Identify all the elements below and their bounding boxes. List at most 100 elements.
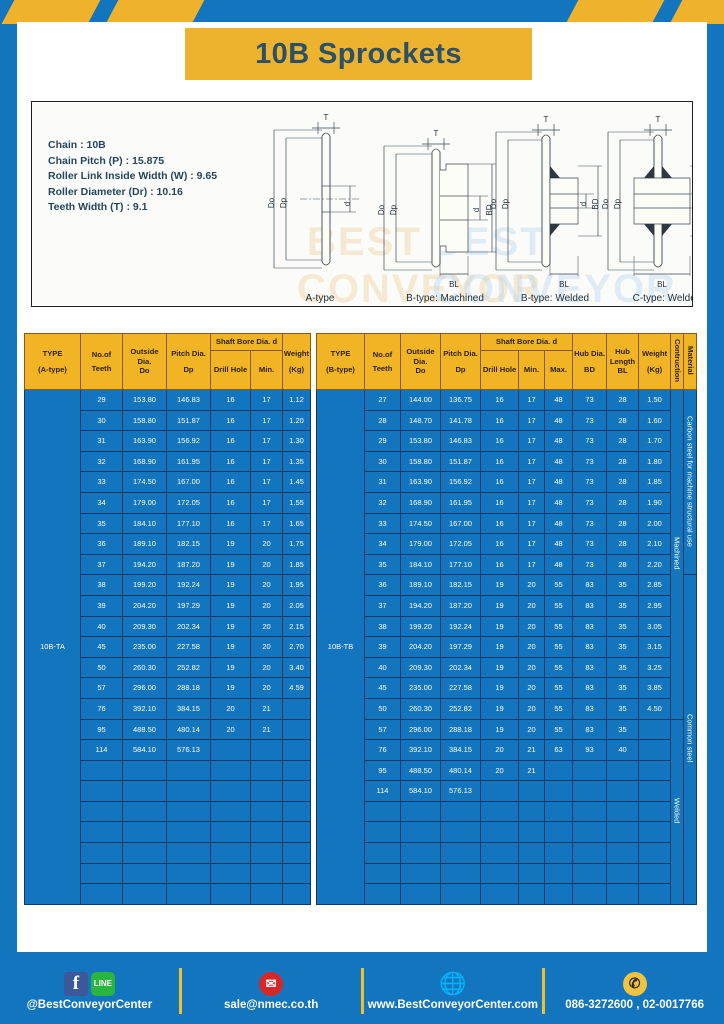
table-cell — [166, 842, 211, 864]
table-cell: 2.05 — [282, 594, 311, 617]
table-b-body: 10B-TB 27 144.00 136.75 16 17 48 73 28 1.50 Machin… — [316, 388, 698, 905]
th-b-type: TYPE (B-type) — [316, 333, 365, 390]
spec-teeth-width: Teeth Width (T) : 9.1 — [48, 201, 148, 213]
table-cell: 28 — [606, 430, 640, 452]
table-cell: 288.18 — [440, 718, 481, 741]
table-cell — [400, 883, 441, 905]
phone-icon[interactable]: ✆ — [622, 971, 647, 996]
table-cell: 55 — [543, 636, 574, 658]
spec-chain: Chain : 10B — [48, 139, 106, 151]
drawing-b-type-welded: Do Dp d BD T BL B-type: Welded — [489, 115, 620, 304]
table-cell: 83 — [572, 574, 608, 596]
table-cell: 20 — [480, 759, 519, 782]
spec-chain-pitch: Chain Pitch (P) : 15.875 — [48, 154, 165, 167]
table-cell: 55 — [543, 677, 574, 699]
table-cell: 37 — [80, 553, 123, 576]
table-cell — [364, 862, 401, 885]
facebook-icon[interactable]: f — [63, 971, 88, 996]
footer-divider-1 — [178, 968, 182, 1014]
drawing-b-machined-caption: B-type: Machined — [406, 293, 484, 304]
table-cell — [543, 883, 574, 905]
globe-icon[interactable]: 🌐 — [439, 970, 467, 996]
th-b-outside-dia: Outside Dia. Do — [400, 333, 441, 390]
website-url[interactable]: www.BestConveyorCenter.com — [367, 998, 538, 1011]
table-row: 35 184.10 177.10 16 17 1.65 — [25, 512, 311, 535]
table-cell: 30 — [364, 450, 401, 473]
table-cell: 151.87 — [166, 409, 211, 432]
table-cell: 83 — [572, 656, 608, 679]
stripe-3 — [564, 0, 666, 24]
phone-number[interactable]: 086-3272600 , 02-0017766 — [565, 998, 704, 1011]
table-cell — [638, 821, 672, 844]
line-icon[interactable]: LINE — [90, 971, 115, 996]
th-b-bore-group: Shaft Bore Dia. d — [479, 333, 574, 351]
table-cell — [480, 883, 519, 905]
table-cell — [638, 800, 672, 823]
table-row: 29 153.80 146.83 16 17 48 73 28 1.70 — [317, 430, 697, 452]
footer-phone[interactable]: ✆ 086-3272600 , 02-0017766 — [545, 971, 724, 1011]
th-b-weight: Weight (Kg) — [638, 333, 672, 390]
table-cell: 35 — [364, 553, 401, 576]
svg-text:Do: Do — [602, 198, 610, 209]
table-cell: 2.15 — [282, 615, 311, 638]
table-row: 31 163.90 156.92 16 17 1.30 — [25, 430, 311, 452]
table-cell: 235.00 — [122, 636, 167, 658]
table-cell: 19 — [210, 594, 251, 617]
table-cell: 4.50 — [638, 697, 672, 720]
footer-social[interactable]: f LINE @BestConveyorCenter — [0, 971, 179, 1011]
table-cell — [543, 842, 574, 864]
th-a-type: TYPE (A-type) — [24, 333, 81, 390]
table-cell: 16 — [480, 389, 519, 411]
cell-material: Carbon steel for machine structural use — [683, 388, 698, 576]
table-cell — [518, 821, 545, 844]
table-cell — [210, 862, 251, 885]
table-row — [25, 759, 311, 782]
table-cell: 73 — [572, 430, 608, 452]
table-cell: 28 — [606, 409, 640, 432]
footer-website[interactable]: 🌐 www.BestConveyorCenter.com — [364, 970, 543, 1011]
table-cell: 19 — [210, 656, 251, 679]
table-cell: 1.80 — [638, 450, 672, 473]
table-cell: 179.00 — [122, 491, 167, 514]
email-address[interactable]: sale@nmec.co.th — [223, 998, 319, 1011]
table-cell: 158.80 — [122, 409, 167, 432]
table-cell: 17 — [518, 553, 545, 576]
table-cell — [606, 780, 640, 802]
table-cell: 16 — [480, 409, 519, 432]
footer-email[interactable]: ✉ sale@nmec.co.th — [182, 971, 361, 1011]
table-cell — [543, 821, 574, 844]
table-cell: 17 — [518, 430, 545, 452]
table-cell: 73 — [572, 553, 608, 576]
table-cell: 19 — [210, 533, 251, 555]
table-cell: 19 — [210, 677, 251, 699]
table-a-head: TYPE (A-type) No.of Teeth Outside Dia. D… — [24, 333, 311, 390]
table-cell — [282, 718, 311, 741]
table-cell — [122, 759, 167, 782]
table-cell — [480, 800, 519, 823]
table-cell: 73 — [572, 491, 608, 514]
table-cell: 194.20 — [122, 553, 167, 576]
table-row — [317, 883, 697, 905]
table-cell: 3.15 — [638, 636, 672, 658]
table-cell: 148.70 — [400, 409, 441, 432]
facebook-handle[interactable]: @BestConveyorCenter — [26, 998, 153, 1011]
table-cell: 55 — [543, 718, 574, 741]
mail-icon[interactable]: ✉ — [259, 971, 284, 996]
svg-text:Do: Do — [377, 204, 386, 215]
table-cell — [166, 780, 211, 802]
table-cell: 19 — [480, 574, 519, 596]
table-row: 33 174.50 167.00 16 17 1.45 — [25, 471, 311, 493]
table-cell: 31 — [364, 471, 401, 493]
table-row: 34 179.00 172.05 16 17 48 73 28 2.10 — [317, 533, 697, 555]
table-cell: 19 — [480, 594, 519, 617]
svg-text:Dp: Dp — [279, 197, 288, 208]
table-cell: 189.10 — [122, 533, 167, 555]
table-cell — [518, 862, 545, 885]
table-cell — [364, 821, 401, 844]
table-cell: 2.70 — [282, 636, 311, 658]
table-cell — [440, 883, 481, 905]
table-row: 57 296.00 288.18 19 20 55 83 35 Welded — [317, 718, 697, 905]
th-a-pitch-dia: Pitch Dia. Dp — [166, 333, 211, 390]
table-cell — [122, 821, 167, 844]
table-cell: 17 — [518, 389, 545, 411]
